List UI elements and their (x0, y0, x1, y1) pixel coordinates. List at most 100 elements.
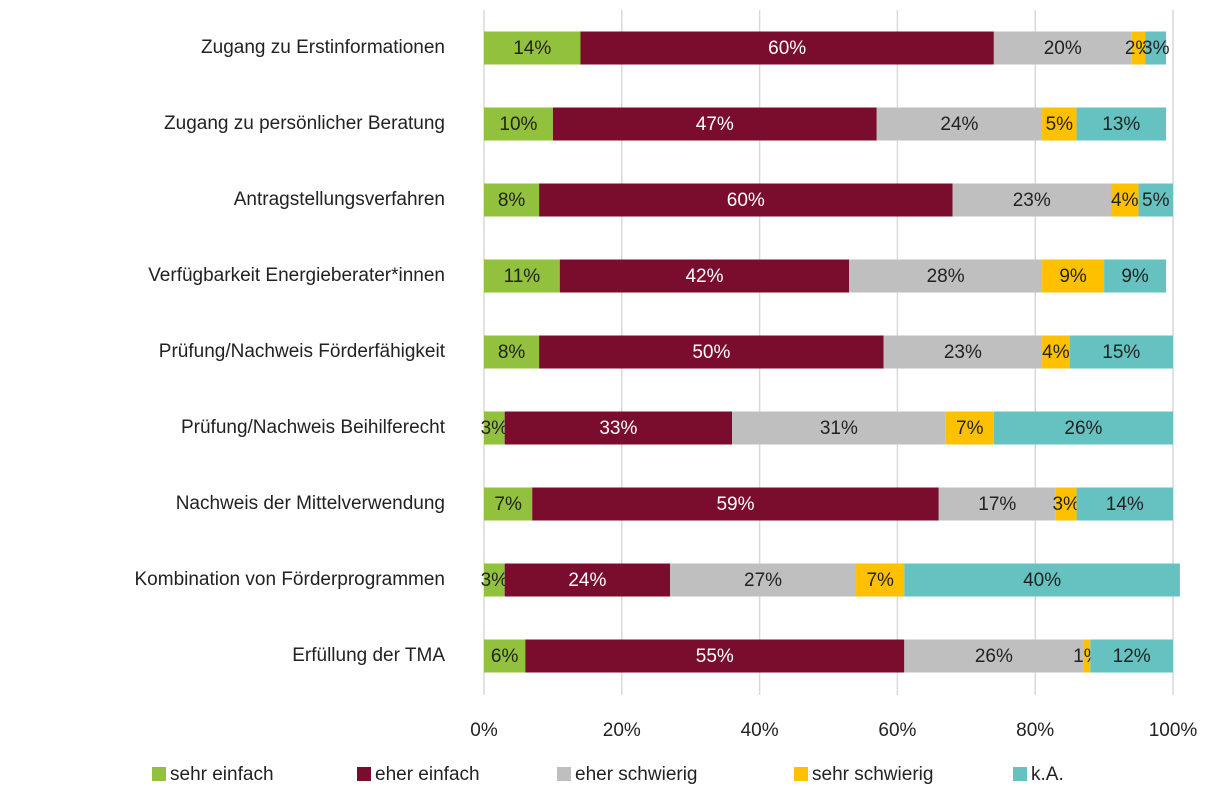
bar-segment (883, 335, 1043, 369)
bar-segment (1138, 183, 1173, 217)
category-label: Zugang zu Erstinformationen (201, 37, 445, 58)
bar-segment (552, 107, 877, 141)
bar-segment (856, 563, 905, 597)
bar-segment (1131, 31, 1146, 65)
data-label: 23% (944, 342, 982, 363)
data-label: 7% (866, 570, 894, 591)
data-label: 3% (481, 418, 509, 439)
data-label: 24% (568, 570, 606, 591)
bar-segment (938, 487, 1056, 521)
bar-segment (484, 639, 526, 673)
category-label: Zugang zu persönlicher Beratung (164, 113, 445, 134)
data-label: 26% (1064, 418, 1102, 439)
bar-segment (539, 335, 884, 369)
data-label: 10% (499, 114, 537, 135)
data-label: 5% (1142, 190, 1170, 211)
x-tick-label: 60% (878, 720, 916, 741)
bar-segment (1042, 259, 1105, 293)
data-label: 11% (504, 266, 541, 287)
category-label: Nachweis der Mittelverwendung (176, 493, 445, 514)
legend-label: eher einfach (375, 764, 480, 785)
x-tick-label: 80% (1016, 720, 1054, 741)
bar-segment (484, 563, 505, 597)
legend-swatch (794, 767, 808, 781)
category-label: Kombination von Förderprogrammen (135, 569, 446, 590)
data-label: 4% (1042, 342, 1070, 363)
data-label: 26% (975, 646, 1013, 667)
bar-segment (876, 107, 1043, 141)
data-label: 60% (768, 38, 806, 59)
bar-segment (532, 487, 939, 521)
bar-segment (1069, 335, 1173, 369)
data-label: 50% (692, 342, 730, 363)
x-tick-label: 100% (1149, 720, 1198, 741)
legend-label: eher schwierig (575, 764, 698, 785)
data-label: 7% (956, 418, 984, 439)
category-label: Verfügbarkeit Energieberater*innen (148, 265, 445, 286)
data-label: 13% (1102, 114, 1140, 135)
legend-label: sehr einfach (170, 764, 274, 785)
data-label: 55% (696, 646, 734, 667)
bar-segment (559, 259, 850, 293)
category-label: Prüfung/Nachweis Beihilferecht (181, 417, 446, 438)
data-label: 3% (1052, 494, 1080, 515)
bar-segment (1110, 183, 1139, 217)
bar-segment (993, 31, 1132, 65)
data-label: 47% (696, 114, 734, 135)
data-label: 59% (716, 494, 754, 515)
legend-label: sehr schwierig (812, 764, 933, 785)
category-label: Erfüllung der TMA (292, 645, 445, 666)
bar-segment (904, 639, 1084, 673)
data-label: 23% (1013, 190, 1051, 211)
data-label: 7% (494, 494, 522, 515)
bar-segment (1042, 107, 1077, 141)
data-label: 33% (599, 418, 637, 439)
data-label: 8% (498, 190, 526, 211)
bar-segment (670, 563, 857, 597)
bar-segment (504, 411, 733, 445)
bar-segment (484, 107, 553, 141)
data-label: 14% (513, 38, 551, 59)
bar-segment (1104, 259, 1167, 293)
category-label: Prüfung/Nachweis Förderfähigkeit (159, 341, 446, 362)
x-tick-label: 0% (470, 720, 498, 741)
legend-swatch (1013, 767, 1027, 781)
data-label: 9% (1121, 266, 1149, 287)
category-label: Antragstellungsverfahren (234, 189, 445, 210)
legend-swatch (557, 767, 571, 781)
data-label: 60% (727, 190, 765, 211)
data-label: 31% (820, 418, 858, 439)
data-label: 9% (1059, 266, 1087, 287)
data-label: 8% (498, 342, 526, 363)
bar-segment (539, 183, 953, 217)
bar-segment (580, 31, 994, 65)
data-label: 27% (744, 570, 782, 591)
bar-segment (484, 487, 533, 521)
bar-segment (904, 563, 1180, 597)
bar-segment (1090, 639, 1173, 673)
bar-segment (993, 411, 1173, 445)
data-label: 3% (481, 570, 509, 591)
legend-swatch (152, 767, 166, 781)
bar-segment (1055, 487, 1077, 521)
bar-segment (484, 31, 581, 65)
data-label: 20% (1044, 38, 1082, 59)
bar-segment (1076, 487, 1173, 521)
bar-segment (945, 411, 994, 445)
bar-segment (1083, 639, 1091, 673)
x-tick-label: 40% (741, 720, 779, 741)
legend-swatch (357, 767, 371, 781)
data-label: 28% (927, 266, 965, 287)
legend-label: k.A. (1031, 764, 1064, 785)
x-tick-label: 20% (603, 720, 641, 741)
bar-segment (1145, 31, 1167, 65)
data-label: 15% (1102, 342, 1140, 363)
data-label: 40% (1023, 570, 1061, 591)
data-label: 12% (1113, 646, 1151, 667)
bar-segment (484, 183, 540, 217)
data-label: 5% (1046, 114, 1074, 135)
bar-segment (484, 411, 505, 445)
data-label: 42% (685, 266, 723, 287)
bar-segment (1076, 107, 1167, 141)
